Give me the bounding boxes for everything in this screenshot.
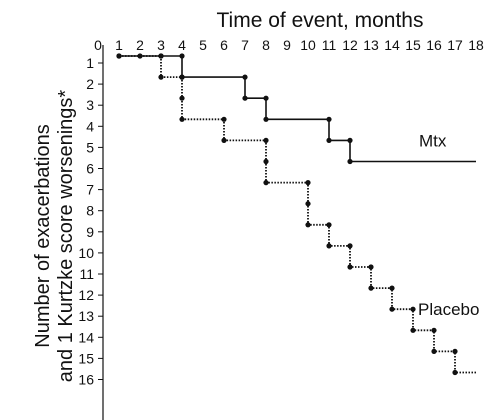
- y-tick-label: 15: [78, 350, 94, 366]
- data-point-placebo: [305, 222, 311, 228]
- data-point-mtx: [263, 95, 269, 101]
- x-tick-label: 8: [262, 37, 270, 53]
- x-tick-label: 18: [468, 37, 484, 53]
- x-tick-label: 17: [447, 37, 463, 53]
- data-point-placebo: [347, 243, 353, 249]
- y-tick-label: 10: [78, 245, 94, 261]
- y-tick-label: 1: [86, 55, 94, 71]
- y-tick-label: 6: [86, 161, 94, 177]
- data-point-placebo: [263, 137, 269, 143]
- y-tick-label: 2: [86, 76, 94, 92]
- y-axis-label-line-2: and 1 Kurtzke score worsenings*: [55, 90, 77, 383]
- data-point-placebo: [326, 243, 332, 249]
- data-point-placebo: [431, 327, 437, 333]
- data-point-mtx: [242, 74, 248, 80]
- data-point-mtx: [347, 137, 353, 143]
- y-tick-label: 11: [79, 266, 94, 282]
- x-tick-label: 12: [342, 37, 358, 53]
- y-tick-label: 8: [86, 203, 94, 219]
- x-tick-label: 1: [115, 37, 123, 53]
- x-tick-label: 9: [283, 37, 291, 53]
- data-point-placebo: [305, 180, 311, 186]
- data-point-placebo: [158, 74, 164, 80]
- plot-area: 0 1 2 3 4 5 6 7 8 9 10 11 12 13 14 15 16 17 18123456789101…: [78, 37, 484, 420]
- data-point-mtx: [179, 53, 185, 59]
- data-point-placebo: [116, 53, 122, 59]
- x-tick-label: 3: [157, 37, 165, 53]
- x-tick-label: 11: [322, 37, 337, 53]
- data-point-mtx: [326, 116, 332, 122]
- data-point-placebo: [410, 306, 416, 312]
- data-point-placebo: [368, 264, 374, 270]
- data-point-placebo: [452, 369, 458, 376]
- data-point-placebo: [452, 348, 458, 354]
- x-tick-label: 2: [136, 37, 144, 53]
- series-label-placebo: Placebo: [418, 300, 479, 319]
- data-point-mtx: [263, 116, 269, 122]
- x-tick-label: 6: [220, 37, 228, 53]
- data-point-placebo: [221, 137, 227, 143]
- x-tick-label: 5: [199, 37, 207, 53]
- y-tick-label: 14: [78, 329, 94, 345]
- data-point-mtx: [326, 137, 332, 143]
- data-point-placebo: [263, 158, 269, 165]
- x-tick-label: 16: [426, 37, 442, 53]
- data-point-placebo: [389, 285, 395, 291]
- series-line-mtx: [119, 55, 476, 163]
- data-point-placebo: [347, 264, 353, 270]
- series-label-mtx: Mtx: [419, 131, 447, 150]
- x-tick-label: 4: [178, 37, 186, 53]
- data-point-placebo: [179, 74, 185, 80]
- y-tick-label: 16: [78, 372, 94, 388]
- y-tick-label: 12: [78, 287, 94, 303]
- y-tick-label: 7: [86, 182, 94, 198]
- x-tick-label: 0: [94, 37, 102, 53]
- x-tick-label: 13: [363, 37, 379, 53]
- chart-title: Time of event, months: [217, 9, 424, 32]
- data-point-placebo: [326, 222, 332, 228]
- x-tick-label: 15: [405, 37, 421, 53]
- data-point-placebo: [179, 116, 185, 122]
- data-point-mtx: [242, 95, 248, 101]
- y-tick-label: 13: [78, 308, 94, 324]
- y-tick-label: 9: [86, 224, 94, 240]
- data-point-placebo: [179, 95, 185, 101]
- y-tick-label: 5: [86, 139, 94, 155]
- data-point-placebo: [410, 327, 416, 333]
- data-point-placebo: [263, 180, 269, 186]
- x-tick-label: 10: [300, 37, 316, 53]
- data-point-placebo: [431, 348, 437, 354]
- y-axis-label-line-1: Number of exacerbations: [32, 124, 54, 347]
- data-point-placebo: [221, 116, 227, 122]
- data-point-placebo: [368, 285, 374, 291]
- data-point-mtx: [347, 158, 353, 165]
- data-point-placebo: [305, 201, 311, 207]
- data-point-placebo: [389, 306, 395, 312]
- series-line-placebo: [119, 55, 476, 374]
- x-tick-label: 14: [384, 37, 400, 53]
- y-tick-label: 4: [86, 118, 94, 134]
- x-tick-label: 7: [241, 37, 249, 53]
- y-tick-label: 3: [86, 97, 94, 113]
- data-point-placebo: [158, 53, 164, 59]
- y-axis-label: Number of exacerbations and 1 Kurtzke sc…: [32, 90, 77, 383]
